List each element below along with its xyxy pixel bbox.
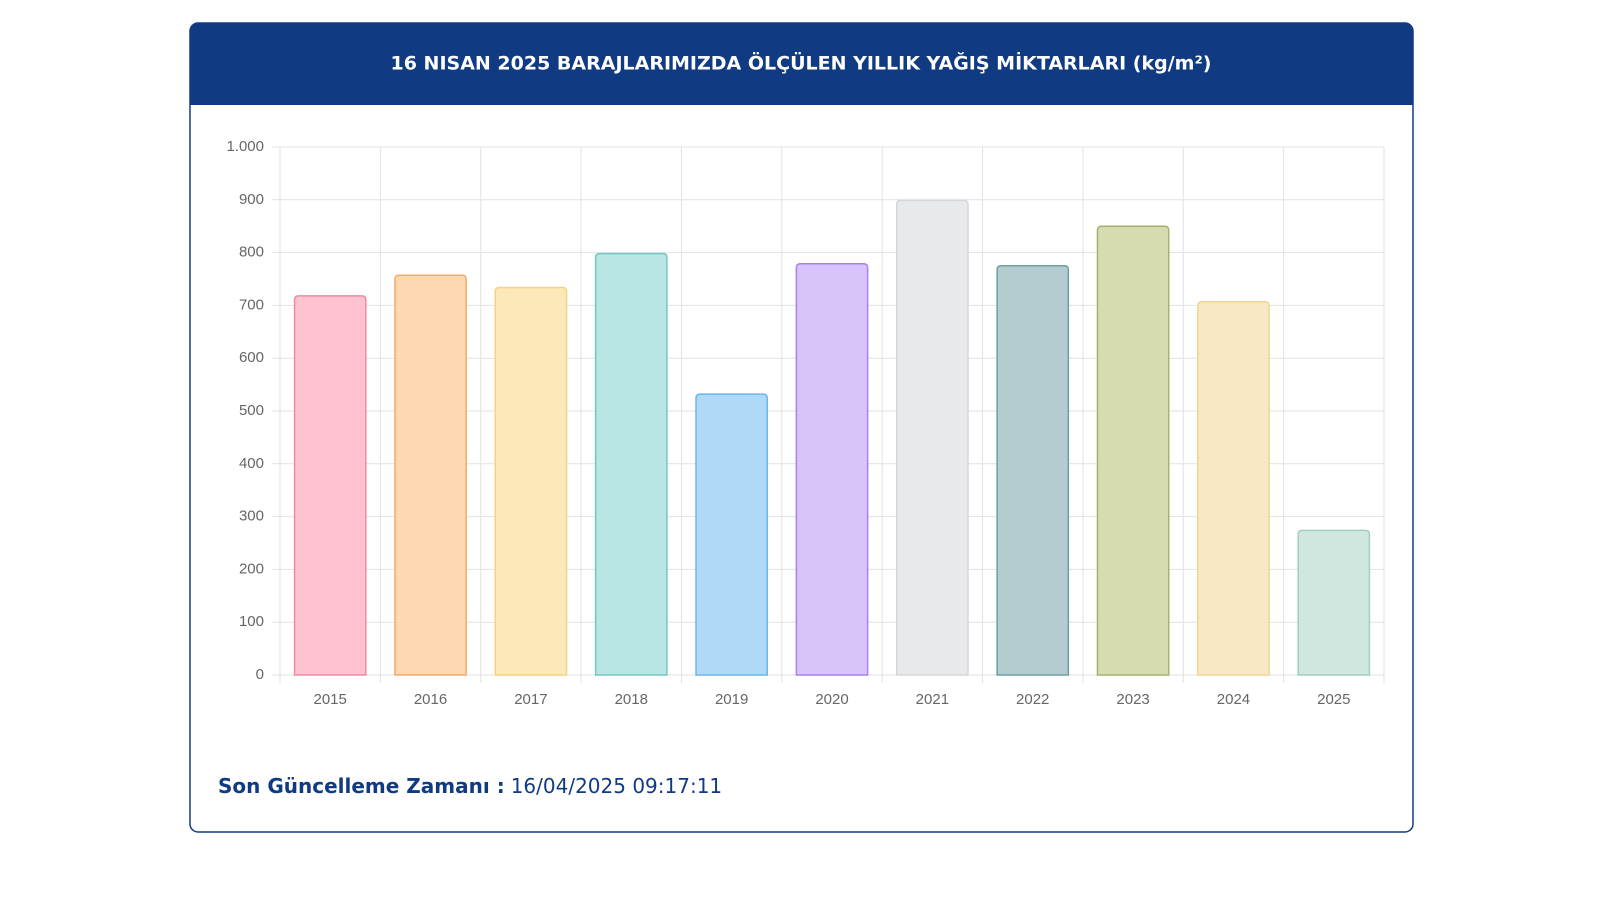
- y-tick-label: 100: [239, 613, 264, 630]
- y-tick-label: 800: [239, 244, 264, 261]
- x-tick-label: 2023: [1116, 691, 1149, 708]
- chart-title: 16 NISAN 2025 BARAJLARIMIZDA ÖLÇÜLEN YIL…: [391, 51, 1212, 75]
- x-tick-label: 2016: [414, 691, 447, 708]
- y-tick-label: 300: [239, 508, 264, 525]
- bar: [795, 262, 869, 676]
- x-tick-label: 2019: [715, 691, 748, 708]
- y-tick-label: 500: [239, 402, 264, 419]
- y-tick-label: 400: [239, 455, 264, 472]
- bar: [594, 252, 668, 676]
- bar: [293, 295, 367, 676]
- bar: [695, 393, 769, 676]
- bar: [996, 265, 1070, 676]
- bar: [394, 274, 467, 676]
- footer-label: Son Güncelleme Zamanı :: [218, 774, 505, 798]
- card-header: [190, 23, 1413, 105]
- footer: Son Güncelleme Zamanı :16/04/2025 09:17:…: [218, 774, 722, 798]
- y-tick-label: 200: [239, 560, 264, 577]
- x-tick-label: 2020: [815, 691, 848, 708]
- bar: [1297, 529, 1371, 676]
- y-tick-label: 1.000: [226, 138, 264, 155]
- x-tick-label: 2018: [615, 691, 648, 708]
- x-tick-label: 2024: [1217, 691, 1250, 708]
- x-tick-label: 2021: [916, 691, 949, 708]
- bar: [494, 286, 568, 676]
- y-tick-label: 600: [239, 349, 264, 366]
- x-tick-label: 2025: [1317, 691, 1350, 708]
- footer-value: 16/04/2025 09:17:11: [511, 774, 722, 798]
- y-tick-label: 0: [256, 666, 264, 683]
- bar: [895, 199, 969, 676]
- bar: [1096, 225, 1170, 676]
- bar: [1197, 300, 1270, 676]
- y-tick-label: 900: [239, 191, 264, 208]
- y-tick-label: 700: [239, 296, 264, 313]
- x-tick-label: 2017: [514, 691, 547, 708]
- x-tick-label: 2015: [313, 691, 346, 708]
- x-tick-label: 2022: [1016, 691, 1049, 708]
